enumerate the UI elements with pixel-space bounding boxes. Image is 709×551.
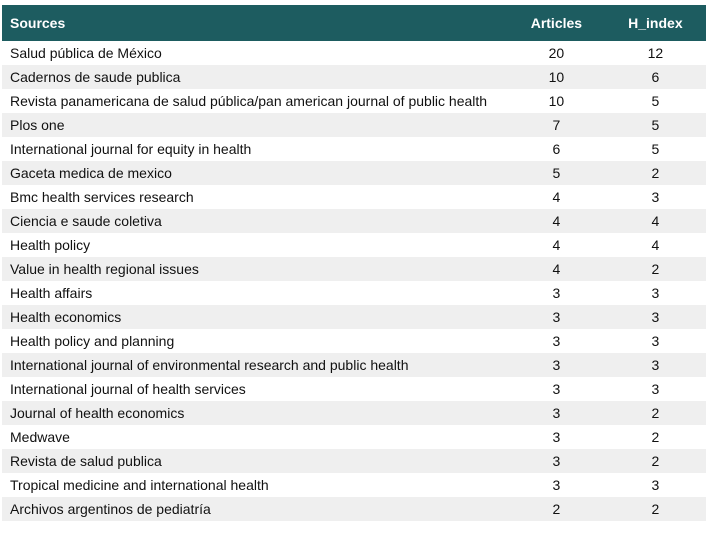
source-cell: International journal for equity in heal… (10, 141, 252, 157)
table-row: Health affairs 3 3 (2, 281, 706, 305)
table-row: Cadernos de saude publica 10 6 (2, 65, 706, 89)
source-cell: Health policy and planning (10, 333, 175, 349)
number-cell: 12 (647, 45, 664, 61)
number-cell: 3 (508, 305, 605, 329)
table-row: International journal of environmental r… (2, 353, 706, 377)
number-cell: 4 (552, 237, 561, 253)
source-cell: Cadernos de saude publica (2, 65, 508, 89)
source-cell: International journal of health services (10, 381, 246, 397)
number-cell: 3 (651, 381, 660, 397)
source-cell: Revista panamericana de salud pública/pa… (10, 93, 488, 109)
source-cell: Value in health regional issues (2, 257, 508, 281)
number-cell: 3 (552, 333, 561, 349)
number-cell: 3 (552, 477, 561, 493)
source-cell: International journal of environmental r… (2, 353, 508, 377)
source-cell: Journal of health economics (2, 401, 508, 425)
number-cell: 3 (508, 401, 605, 425)
number-cell: 2 (604, 497, 706, 521)
number-cell: 5 (651, 141, 660, 157)
number-cell: 3 (651, 477, 660, 493)
number-cell: 10 (548, 93, 565, 109)
number-cell: 2 (604, 449, 706, 473)
table-body: Salud pública de México 20 12 Cadernos de s… (2, 41, 706, 521)
number-cell: 6 (604, 65, 706, 89)
number-cell: 3 (651, 333, 660, 349)
table-row: Gaceta medica de mexico 5 2 (2, 161, 706, 185)
number-cell: 3 (508, 449, 605, 473)
table-row: International journal of health services… (2, 377, 706, 401)
number-cell: 10 (508, 65, 605, 89)
table-row: Archivos argentinos de pediatría 2 2 (2, 497, 706, 521)
header-cell: Articles (508, 5, 605, 41)
source-cell: Salud pública de México (10, 45, 162, 61)
header-cell: H_index (604, 5, 706, 41)
number-cell: 7 (508, 113, 605, 137)
number-cell: 3 (552, 381, 561, 397)
number-cell: 4 (508, 209, 605, 233)
number-cell: 2 (604, 401, 706, 425)
number-cell: 2 (604, 161, 706, 185)
number-cell: 5 (604, 113, 706, 137)
source-cell: Health policy (10, 237, 91, 253)
number-cell: 4 (604, 209, 706, 233)
number-cell: 5 (651, 93, 660, 109)
source-cell: Revista de salud publica (2, 449, 508, 473)
number-cell: 4 (651, 237, 660, 253)
source-cell: Archivos argentinos de pediatría (2, 497, 508, 521)
source-cell: Tropical medicine and international heal… (10, 477, 269, 493)
source-cell: Plos one (2, 113, 508, 137)
table-header: Sources Articles H_index (2, 5, 706, 41)
number-cell: 3 (604, 353, 706, 377)
header-cell: Sources (2, 5, 508, 41)
sources-table: Sources Articles H_index Salud pública de … (2, 5, 706, 521)
table-row: Ciencia e saude coletiva 4 4 (2, 209, 706, 233)
number-cell: 2 (508, 497, 605, 521)
table-row: Bmc health services research 4 3 (2, 185, 706, 209)
table-row: Plos one 7 5 (2, 113, 706, 137)
number-cell: 3 (651, 285, 660, 301)
source-cell: Health economics (2, 305, 508, 329)
source-cell: Gaceta medica de mexico (2, 161, 508, 185)
number-cell: 6 (552, 141, 561, 157)
number-cell: 3 (552, 429, 561, 445)
table-row: Revista panamericana de salud pública/pa… (2, 89, 706, 113)
table-row: Value in health regional issues 4 2 (2, 257, 706, 281)
header-row: Sources Articles H_index (2, 5, 706, 41)
number-cell: 2 (604, 257, 706, 281)
table-row: Health policy and planning 3 3 (2, 329, 706, 353)
table-row: Medwave 3 2 (2, 425, 706, 449)
source-cell: Ciencia e saude coletiva (2, 209, 508, 233)
number-cell: 3 (651, 189, 660, 205)
number-cell: 4 (552, 189, 561, 205)
number-cell: 3 (604, 305, 706, 329)
number-cell: 2 (651, 429, 660, 445)
table-row: Health economics 3 3 (2, 305, 706, 329)
table-row: Health policy 4 4 (2, 233, 706, 257)
number-cell: 3 (508, 353, 605, 377)
number-cell: 20 (548, 45, 565, 61)
table-row: Journal of health economics 3 2 (2, 401, 706, 425)
number-cell: 5 (508, 161, 605, 185)
table-row: International journal for equity in heal… (2, 137, 706, 161)
source-cell: Bmc health services research (10, 189, 194, 205)
table-row: Revista de salud publica 3 2 (2, 449, 706, 473)
table-row: Salud pública de México 20 12 (2, 41, 706, 65)
number-cell: 4 (508, 257, 605, 281)
number-cell: 3 (552, 285, 561, 301)
source-cell: Health affairs (10, 285, 93, 301)
table-row: Tropical medicine and international heal… (2, 473, 706, 497)
source-cell: Medwave (10, 429, 70, 445)
